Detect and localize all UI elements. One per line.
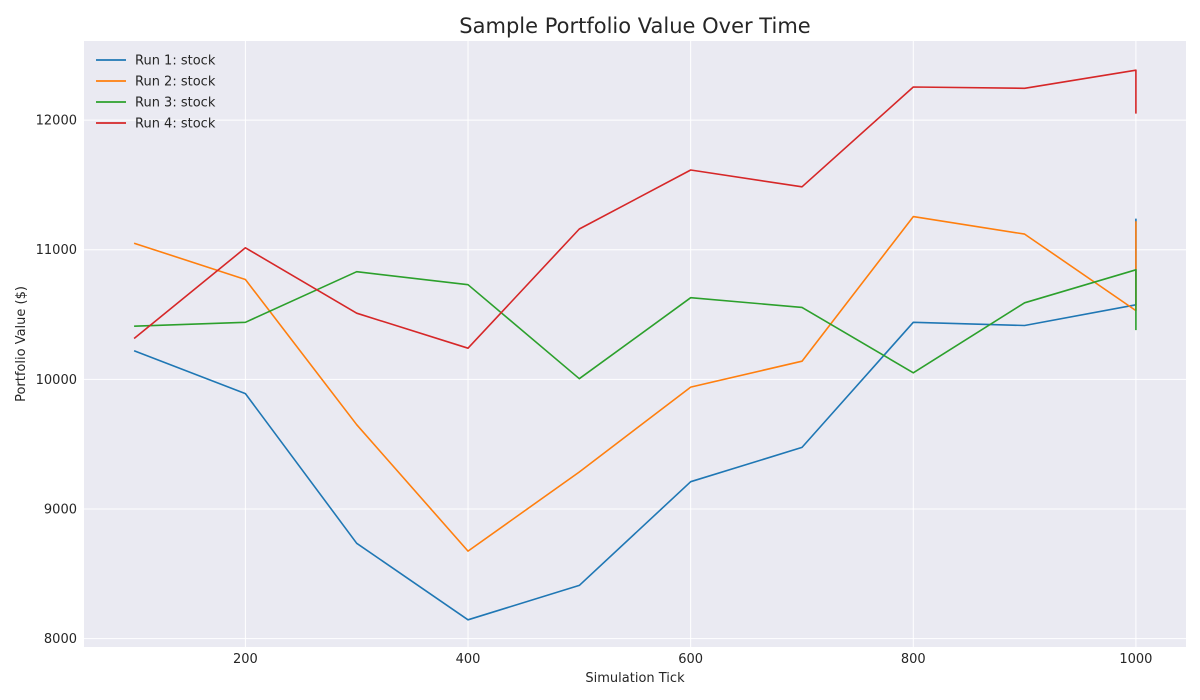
legend-label: Run 2: stock [135,75,216,90]
y-tick-label: 12000 [36,114,77,129]
x-tick-label: 400 [456,652,481,667]
series-lines [133,69,1137,621]
plot-area [84,41,1186,647]
legend-item-run-1: Run 1: stock [96,54,216,69]
legend-label: Run 4: stock [135,117,216,132]
series-line-run-2 [133,215,1137,552]
y-axis-label: Portfolio Value ($) [14,286,29,402]
axis-ticks: 200 400 600 800 1000 8000 9000 10000 11000 12000 [36,114,1153,667]
y-tick-label: 9000 [44,502,77,517]
x-axis-label: Simulation Tick [585,671,685,686]
series-line-run-1 [133,218,1137,621]
series-line-run-3 [134,268,1137,380]
legend-item-run-3: Run 3: stock [96,96,216,111]
series-line-run-4 [133,69,1137,350]
x-tick-label: 1000 [1119,652,1152,667]
grid-lines [84,41,1186,647]
legend: Run 1: stock Run 2: stock Run 3: stock Run … [96,54,216,132]
chart-title: Sample Portfolio Value Over Time [459,14,810,38]
legend-item-run-2: Run 2: stock [96,75,216,90]
x-tick-label: 200 [233,652,258,667]
legend-item-run-4: Run 4: stock [96,117,216,132]
x-tick-label: 600 [678,652,703,667]
y-tick-label: 8000 [44,632,77,647]
legend-label: Run 3: stock [135,96,216,111]
legend-label: Run 1: stock [135,54,216,69]
x-tick-label: 800 [901,652,926,667]
y-tick-label: 10000 [36,373,77,388]
y-tick-label: 11000 [36,243,77,258]
